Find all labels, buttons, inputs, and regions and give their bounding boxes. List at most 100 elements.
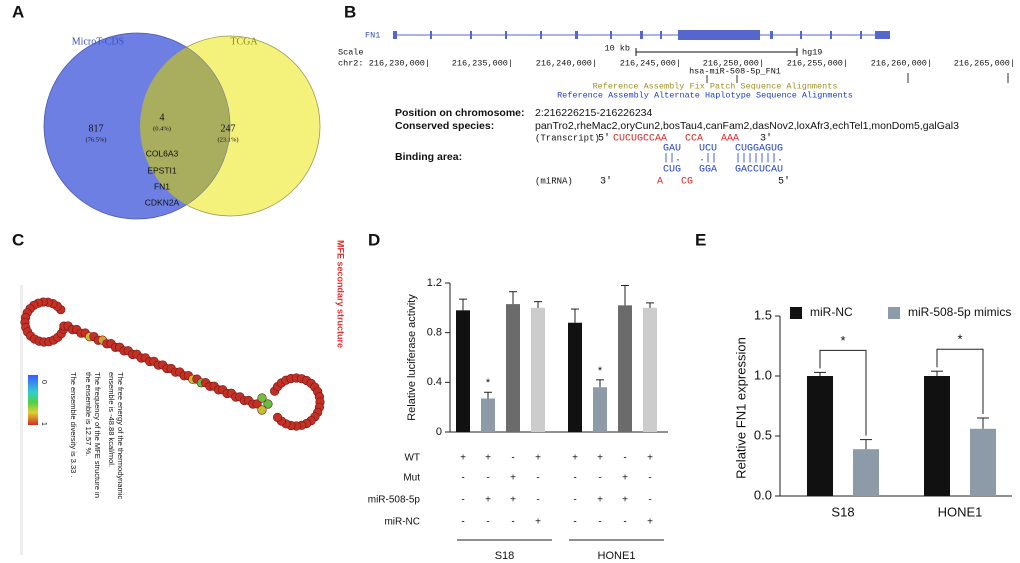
condition-sign: + — [510, 473, 516, 484]
condition-sign: - — [486, 517, 489, 528]
nucleotides — [20, 297, 325, 431]
sequence: GAU UCU CUGGAGUG — [663, 144, 783, 155]
bar — [593, 387, 607, 432]
chrom: chr2: — [338, 58, 364, 68]
track: Reference Assembly Alternate Haplotype S… — [557, 90, 853, 100]
bar — [568, 322, 582, 432]
note: the ensemble is 12.57 %. — [84, 372, 93, 456]
set-count: 817 — [89, 123, 104, 134]
genome-browser: FN1 Scale 10 kb hg19 chr2: 216,230,000| 2… — [338, 30, 1015, 188]
panel-label: E — [695, 230, 706, 249]
x-tick-label: HONE1 — [938, 504, 983, 519]
gene: FN1 — [154, 181, 170, 191]
condition-sign: - — [536, 473, 539, 484]
gene: EPSTI1 — [147, 165, 177, 175]
panel-label: C — [12, 230, 24, 249]
set-percent: (23.1%) — [217, 136, 238, 143]
condition-sign: + — [510, 495, 516, 506]
condition-sign: + — [535, 517, 541, 528]
seq-end: 5' — [778, 176, 790, 188]
exons — [393, 30, 890, 40]
note: The free energy of the thermodynamic — [116, 372, 125, 499]
set-name: MicroT-CDS — [72, 36, 124, 47]
condition-sign: + — [485, 453, 491, 464]
position: 216,235,000| — [452, 58, 513, 68]
bar — [643, 307, 657, 432]
condition-sign: + — [485, 495, 491, 506]
gene-name: FN1 — [365, 30, 380, 40]
note: The frequency of the MFE structure in — [93, 372, 102, 498]
y-tick-label: 0.5 — [754, 427, 772, 442]
rna-structure: 0 1 The free energy of the thermodynamic… — [20, 240, 346, 555]
positions: 216,230,000| 216,235,000| 216,240,000| 216,… — [369, 58, 1015, 68]
position: 216,260,000| — [871, 58, 932, 68]
panel-label: B — [344, 2, 356, 21]
set-name: TCGA — [230, 36, 258, 47]
condition-label: miR-NC — [384, 517, 420, 528]
venn-overlap — [140, 36, 230, 216]
condition-sign: - — [461, 517, 464, 528]
shared-count: 4 — [160, 112, 165, 123]
field-value: 2:216226215-216226234 — [535, 107, 653, 119]
track-ticks — [706, 73, 1009, 83]
bar — [924, 376, 950, 496]
position: 216,245,000| — [620, 58, 681, 68]
nucleotide — [257, 405, 267, 415]
field-value: panTro2,rheMac2,oryCun2,bosTau4,canFam2,… — [535, 120, 959, 132]
set-count: 247 — [221, 123, 236, 134]
condition-label: WT — [404, 453, 420, 464]
nucleotide — [257, 393, 267, 403]
seq-end: 3' — [760, 133, 772, 145]
condition-sign: - — [623, 453, 626, 464]
condition-sign: - — [623, 517, 626, 528]
condition-sign: + — [460, 453, 466, 464]
y-tick-label: 1.0 — [754, 367, 772, 382]
significance-bracket — [819, 349, 867, 436]
sequence: ||. .|| |||||||. — [663, 153, 783, 165]
bar — [853, 449, 879, 496]
bar — [506, 304, 520, 432]
y-tick-label: 0 — [436, 426, 442, 438]
field-label: Position on chromosome: — [395, 107, 525, 119]
scale-text: 10 kb — [604, 43, 630, 53]
position: 216,265,000| — [954, 58, 1015, 68]
bar — [807, 376, 833, 496]
significance: * — [486, 377, 491, 389]
seq-end: 3' — [600, 176, 612, 188]
condition-sign: + — [535, 453, 541, 464]
y-axis-label: Relative FN1 expression — [733, 337, 748, 479]
nucleotide — [272, 412, 283, 422]
note: The ensemble diversity is 3.33 . — [69, 372, 78, 477]
scale-min: 0 — [40, 380, 47, 384]
significance-bracket — [936, 348, 984, 414]
condition-sign: + — [597, 495, 603, 506]
condition-sign: - — [573, 517, 576, 528]
condition-sign: - — [598, 473, 601, 484]
condition-sign: - — [511, 517, 514, 528]
seq-label: (miRNA) — [535, 176, 573, 186]
condition-sign: - — [511, 453, 514, 464]
condition-sign: - — [461, 495, 464, 506]
venn: MicroT-CDS TCGA 817 (76.5%) 247 (23.1%) … — [43, 32, 321, 220]
scale-label: Scale — [338, 47, 364, 57]
significance: * — [957, 332, 962, 347]
condition-label: Mut — [403, 473, 420, 484]
bar — [618, 305, 632, 432]
set-percent: (76.5%) — [85, 136, 106, 143]
condition-sign: - — [486, 473, 489, 484]
scale-max: 1 — [40, 422, 47, 426]
position: 216,255,000| — [787, 58, 848, 68]
panel-label: A — [12, 2, 24, 21]
condition-sign: - — [648, 495, 651, 506]
nucleotide — [263, 399, 273, 409]
note: ensemble is -48.88 kcal/mol. — [107, 372, 116, 467]
condition-sign: + — [647, 517, 653, 528]
bar — [970, 428, 996, 496]
y-axis-label: Relative luciferase activity — [406, 294, 418, 421]
field-label: Binding area: — [395, 151, 462, 163]
significance: * — [840, 333, 845, 348]
position: 216,230,000| — [369, 58, 430, 68]
shared-percent: (0.4%) — [153, 125, 171, 132]
condition-sign: - — [648, 473, 651, 484]
bar — [531, 307, 545, 432]
